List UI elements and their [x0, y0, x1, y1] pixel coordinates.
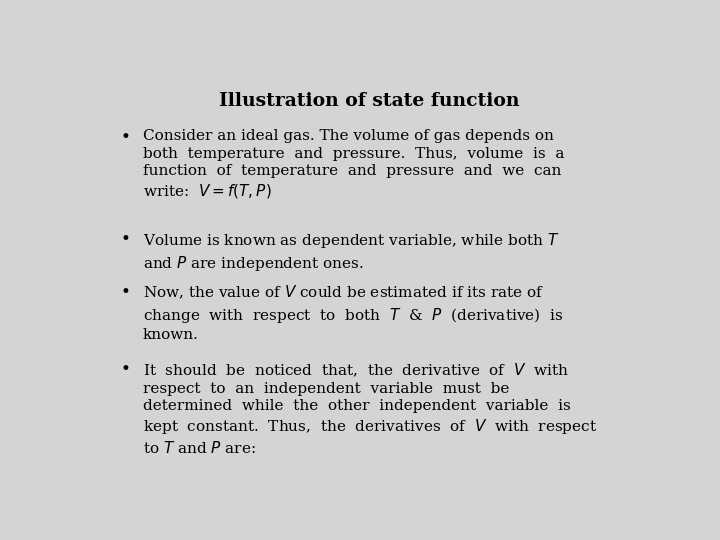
Text: Consider an ideal gas. The volume of gas depends on
both  temperature  and  pres: Consider an ideal gas. The volume of gas…	[143, 129, 564, 200]
Text: Volume is known as dependent variable, while both $T$
and $P$ are independent on: Volume is known as dependent variable, w…	[143, 231, 559, 273]
Text: It  should  be  noticed  that,  the  derivative  of  $V$  with
respect  to  an  : It should be noticed that, the derivativ…	[143, 361, 598, 456]
Text: •: •	[121, 231, 130, 248]
Text: •: •	[121, 129, 130, 146]
Text: Now, the value of $V$ could be estimated if its rate of
change  with  respect  t: Now, the value of $V$ could be estimated…	[143, 284, 563, 342]
Text: Illustration of state function: Illustration of state function	[219, 92, 519, 110]
Text: •: •	[121, 361, 130, 378]
Text: •: •	[121, 284, 130, 301]
